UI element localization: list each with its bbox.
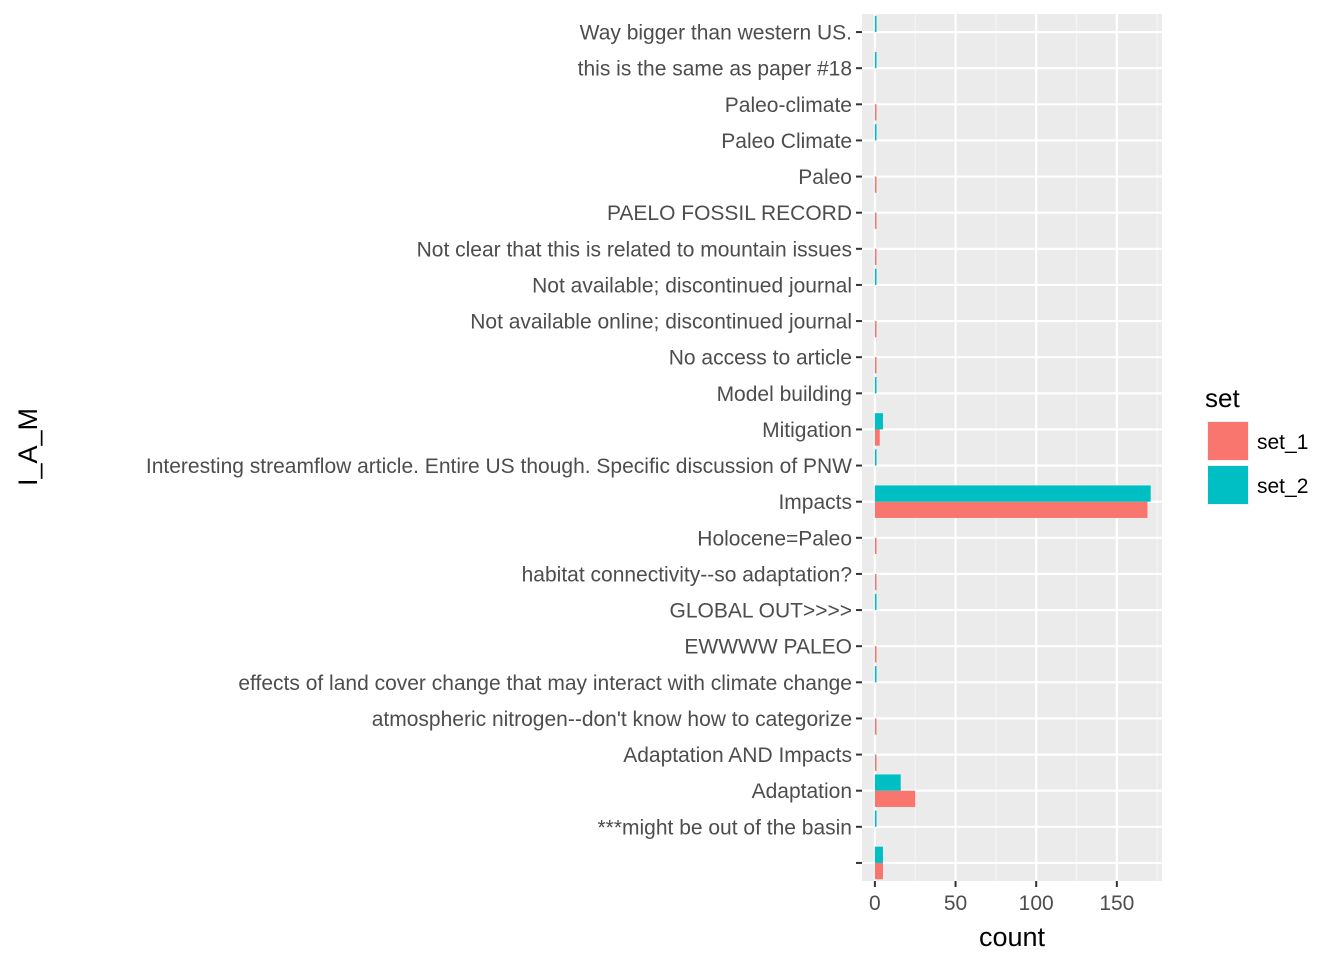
bar-set_1 — [874, 862, 883, 880]
legend-swatch-set-1 — [1208, 422, 1248, 460]
y-tick-label: effects of land cover change that may in… — [238, 672, 852, 695]
bar-set_1 — [874, 718, 877, 735]
y-axis-title: I_A_M — [13, 408, 43, 486]
y-tick-label: Adaptation — [752, 780, 852, 803]
x-tick-label: 100 — [1019, 892, 1054, 915]
bar-set_2 — [874, 124, 877, 141]
bar-set_2 — [874, 268, 877, 285]
grid-minor — [914, 14, 1158, 881]
bar-set_1 — [874, 321, 877, 338]
y-tick-label: GLOBAL OUT>>>> — [670, 600, 852, 623]
bar-set_1 — [874, 176, 877, 193]
y-tick-label: Adaptation AND Impacts — [623, 744, 852, 767]
x-tick-label: 50 — [944, 892, 967, 915]
legend-label-set-1: set_1 — [1257, 431, 1308, 454]
grid-major — [862, 14, 1162, 881]
bar-set_2 — [874, 51, 877, 69]
y-tick-label: this is the same as paper #18 — [578, 58, 852, 81]
y-tick-label: ***might be out of the basin — [597, 816, 852, 839]
y-tick-label: habitat connectivity--so adaptation? — [522, 563, 852, 586]
bar-set_2 — [874, 485, 1151, 502]
y-tick-label: Not available online; discontinued journ… — [470, 311, 852, 334]
bar-set_1 — [874, 104, 877, 121]
y-tick-label: PAELO FOSSIL RECORD — [607, 202, 852, 225]
y-tick-label: atmospheric nitrogen--don't know how to … — [372, 708, 852, 731]
bar-set_1 — [874, 537, 877, 555]
bar-set_2 — [874, 377, 877, 394]
y-tick-label: Interesting streamflow article. Entire U… — [146, 455, 852, 478]
y-tick-label: Holocene=Paleo — [697, 527, 852, 550]
y-tick-label: Paleo-climate — [725, 94, 852, 117]
y-axis: ***might be out of the basin Adaptation Ad… — [146, 22, 862, 864]
x-tick-label: 150 — [1099, 892, 1134, 915]
bar-set_2 — [874, 449, 877, 466]
bar-set_2 — [874, 846, 883, 863]
bar-set_2 — [874, 413, 883, 430]
y-tick-label: Mitigation — [762, 419, 852, 442]
bars — [874, 15, 1151, 880]
bar-set_1 — [874, 501, 1148, 518]
bar-set_1 — [874, 790, 916, 807]
bar-set_2 — [874, 810, 877, 827]
bar-set_1 — [874, 754, 877, 771]
y-tick-label: No access to article — [669, 347, 852, 370]
bar-set_2 — [874, 666, 877, 683]
y-tick-label: Model building — [717, 383, 852, 406]
bar-set_1 — [874, 248, 877, 266]
bar-set_1 — [874, 357, 877, 374]
x-axis-title: count — [979, 922, 1046, 952]
y-tick-label: Paleo — [798, 166, 852, 189]
legend-title: set — [1205, 383, 1240, 413]
bar-set_2 — [874, 774, 901, 791]
y-tick-label: Not available; discontinued journal — [532, 274, 852, 297]
plot-panel — [862, 14, 1162, 881]
y-tick-label: Paleo Climate — [721, 130, 852, 153]
bar-set_1 — [874, 429, 880, 446]
bar-set_2 — [874, 593, 877, 611]
x-axis: 0 50 100 150 — [869, 881, 1134, 915]
bar-set_1 — [874, 573, 877, 591]
x-tick-label: 0 — [869, 892, 881, 915]
legend: set set_1 set_2 — [1205, 383, 1308, 505]
legend-swatch-set-2 — [1208, 466, 1248, 504]
bar-set_1 — [874, 646, 877, 663]
y-tick-label: EWWWW PALEO — [684, 636, 852, 659]
y-tick-label: Not clear that this is related to mounta… — [417, 238, 852, 261]
y-tick-label: Impacts — [778, 491, 852, 514]
y-tick-label: Way bigger than western US. — [580, 22, 852, 45]
bar-set_1 — [874, 212, 877, 229]
bar-set_2 — [874, 15, 877, 33]
legend-label-set-2: set_2 — [1257, 475, 1308, 498]
